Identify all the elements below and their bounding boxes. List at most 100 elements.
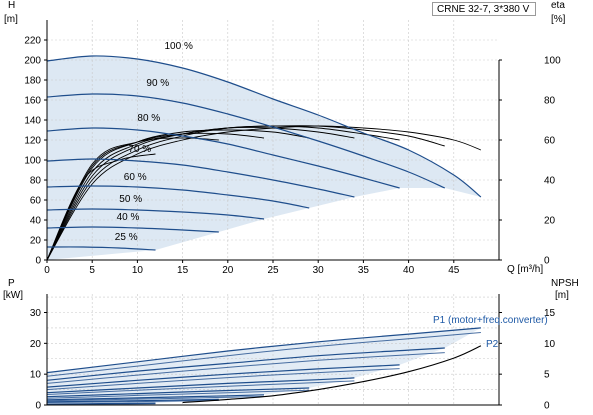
q-tick-label: 0 [44,265,50,276]
head-axis-label: H [8,0,15,11]
p1-curve-0 [46,327,481,374]
q-tick-label: 15 [177,265,189,276]
head-tick-label: 100 [24,156,41,167]
q-tick-label: 20 [222,265,234,276]
p2-curve-5 [46,395,265,402]
speed-label: 100 % [165,41,193,52]
npsh-tick-label: 10 [544,339,556,350]
q-tick-label: 45 [448,265,460,276]
npsh-curve [182,345,482,404]
efficiency-curve-3 [46,126,355,261]
q-tick-label: 25 [267,265,279,276]
chart-title-box: CRNE 32-7, 3*380 V [432,2,536,16]
head-tick-label: 160 [24,96,41,107]
p2-curve-0 [46,332,481,377]
head-tick-label: 180 [24,76,41,87]
eta-tick-label: 40 [544,176,556,187]
p1-curve-4 [46,387,310,398]
head-tick-label: 200 [24,56,41,67]
lower-region-fill [47,327,481,405]
eta-axis-ticks: 0 20 40 60 80 100 [499,56,561,267]
eta-tick-label: 60 [544,136,556,147]
p2-curve-3 [46,380,355,395]
npsh-axis-unit: [m] [555,290,569,301]
p1-curve-7 [46,402,156,405]
p1-annotation: P1 (motor+freq.converter) [433,315,548,326]
head-tick-label: 60 [30,196,42,207]
power-tick-label: 0 [35,401,41,412]
head-axis-ticks: 0 20 40 60 80 100 120 140 160 180 200 220 [24,36,47,267]
speed-labels: 100 % 90 % 80 % 70 % 60 % 50 % 40 % 25 % [115,41,193,243]
head-tick-label: 80 [30,176,42,187]
power-axis-ticks: 0 10 20 30 [30,308,47,412]
p1-curve-2 [46,364,400,388]
speed-label: 40 % [117,212,140,223]
efficiency-curve-5 [46,132,265,261]
npsh-line [182,345,482,404]
speed-label: 50 % [119,194,142,205]
speed-curve-6 [46,226,219,233]
power-tick-label: 20 [30,339,42,350]
speed-label: 80 % [137,113,160,124]
speed-curve-4 [46,185,310,209]
q-tick-label: 30 [313,265,325,276]
speed-curve-7 [46,246,156,251]
p2-curve-4 [46,389,310,399]
p2-curve-6 [46,399,219,403]
speed-curves [46,55,482,251]
speed-curve-2 [46,127,400,189]
efficiency-curve-4 [46,129,310,261]
operating-region-fill [47,55,481,261]
head-tick-label: 140 [24,116,41,127]
speed-label: 60 % [124,172,147,183]
npsh-tick-label: 5 [544,370,550,381]
lower-operating-region [47,327,481,405]
upper-grid [46,20,499,260]
npsh-tick-label: 0 [544,401,550,412]
speed-label: 90 % [146,78,169,89]
npsh-axis-label: NPSH [551,278,579,289]
p2-annotation: P2 [486,339,499,350]
efficiency-curves [46,125,482,261]
eta-axis-unit: [%] [551,14,566,25]
npsh-axis-ticks: 0 5 10 15 [499,308,556,412]
eta-tick-label: 80 [544,96,556,107]
head-tick-label: 0 [35,256,41,267]
q-tick-label: 10 [132,265,144,276]
eta-tick-label: 0 [544,256,550,267]
head-tick-label: 120 [24,136,41,147]
speed-curve-3 [46,158,355,198]
eta-axis-label: eta [551,0,565,11]
speed-curve-5 [46,208,265,220]
p1-curve-3 [46,377,355,394]
q-tick-label: 5 [89,265,95,276]
speed-label: 25 % [115,232,138,243]
q-axis-ticks: 0 5 10 15 20 25 30 35 40 45 [44,260,460,276]
p1-curves [46,327,481,405]
npsh-tick-label: 15 [544,308,556,319]
upper-operating-region [47,55,481,261]
q-tick-label: 40 [403,265,415,276]
p1-curve-6 [46,398,219,403]
p1-curve-5 [46,394,265,401]
eta-tick-label: 20 [544,216,556,227]
speed-label: 70 % [128,144,151,155]
q-tick-label: 35 [358,265,370,276]
power-axis-unit: [kW] [3,290,23,301]
eta-tick-label: 100 [544,56,561,67]
p2-curve-1 [46,352,445,384]
head-tick-label: 220 [24,36,41,47]
power-tick-label: 10 [30,370,42,381]
q-axis-label: Q [m³/h] [507,264,543,275]
head-tick-label: 20 [30,236,42,247]
head-tick-label: 40 [30,216,42,227]
speed-curve-1 [46,93,446,189]
p1-curve-1 [46,347,445,381]
power-tick-label: 30 [30,308,42,319]
chart-title: CRNE 32-7, 3*380 V [437,4,530,15]
p2-curve-2 [46,368,400,391]
power-axis-label: P [8,278,15,289]
speed-curve-0 [46,55,482,198]
head-axis-unit: [m] [4,14,18,25]
